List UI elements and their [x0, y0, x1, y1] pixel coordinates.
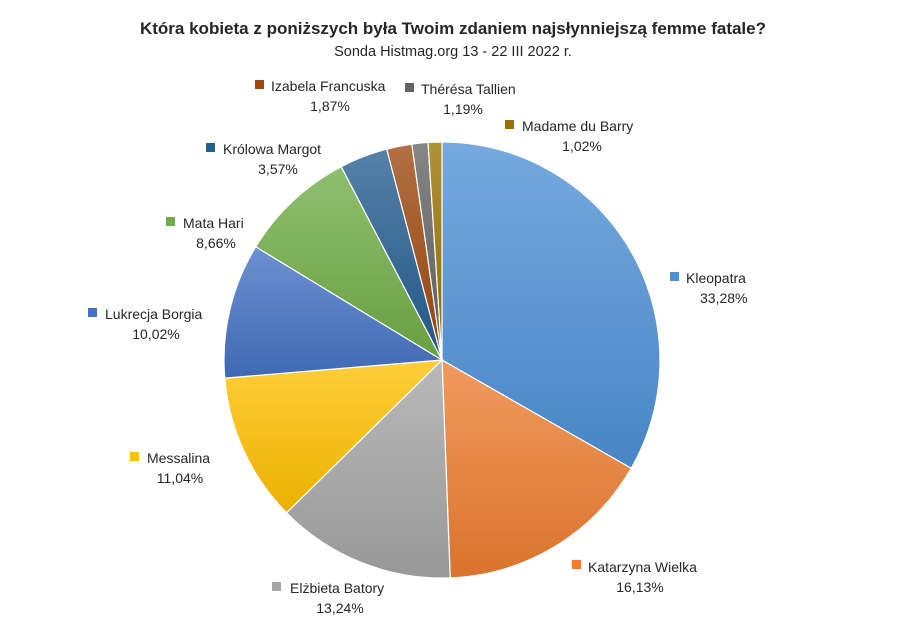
legend-marker-katarzyna-wielka: [572, 560, 581, 569]
chart-title: Która kobieta z poniższych była Twoim zd…: [139, 19, 766, 38]
legend-marker-mata-hari: [166, 217, 175, 226]
slice-name-label: Królowa Margot: [223, 141, 321, 157]
legend-marker-theresa-tallien: [405, 83, 414, 92]
slice-name-label: Messalina: [147, 450, 210, 466]
legend-marker-lukrecja-borgia: [88, 308, 97, 317]
data-label-kleopatra: Kleopatra 33,28%: [670, 270, 747, 306]
data-label-messalina: Messalina 11,04%: [130, 450, 210, 486]
data-label-mata-hari: Mata Hari 8,66%: [166, 215, 244, 251]
data-label-lukrecja-borgia: Lukrecja Borgia 10,02%: [88, 306, 202, 342]
legend-marker-messalina: [130, 452, 139, 461]
data-label-katarzyna-wielka: Katarzyna Wielka 16,13%: [572, 559, 697, 595]
slice-name-label: Elżbieta Batory: [290, 580, 384, 596]
slice-percent-label: 11,04%: [157, 470, 203, 486]
legend-marker-krolowa-margot: [206, 143, 215, 152]
data-label-theresa-tallien: Thérésa Tallien 1,19%: [405, 81, 516, 117]
slice-name-label: Izabela Francuska: [271, 78, 386, 94]
slice-percent-label: 1,19%: [443, 101, 483, 117]
legend-marker-elzbieta-batory: [272, 582, 281, 591]
pie-slice-mata-hari: [254, 165, 444, 362]
pie-slice-messalina: [224, 359, 444, 514]
slice-name-label: Katarzyna Wielka: [588, 559, 697, 575]
slice-name-label: Mata Hari: [183, 215, 244, 231]
data-label-elzbieta-batory: Elżbieta Batory 13,24%: [272, 580, 384, 616]
pie-slice-lukrecja-borgia: [223, 245, 444, 379]
slice-name-label: Lukrecja Borgia: [105, 306, 202, 322]
data-label-madame-du-barry: Madame du Barry 1,02%: [505, 118, 633, 154]
pie-slice-katarzyna-wielka: [441, 358, 633, 579]
slice-name-label: Kleopatra: [686, 270, 746, 286]
data-label-izabela-francuska: Izabela Francuska 1,87%: [255, 78, 386, 114]
data-label-krolowa-margot: Królowa Margot 3,57%: [206, 141, 321, 177]
slice-percent-label: 13,24%: [316, 600, 363, 616]
slice-name-label: Thérésa Tallien: [421, 81, 516, 97]
slice-percent-label: 3,57%: [258, 161, 298, 177]
slice-percent-label: 8,66%: [196, 235, 236, 251]
legend-marker-izabela-francuska: [255, 80, 264, 89]
slice-percent-label: 1,87%: [310, 98, 350, 114]
pie-slice-kleopatra: [441, 141, 661, 470]
slice-percent-label: 1,02%: [562, 138, 602, 154]
chart-subtitle: Sonda Histmag.org 13 - 22 III 2022 r.: [334, 44, 572, 60]
slice-percent-label: 16,13%: [616, 579, 663, 595]
pie-slice-elzbieta-batory: [285, 358, 451, 579]
pie-slice-madame-du-barry: [427, 141, 443, 361]
legend-marker-kleopatra: [670, 272, 679, 281]
slice-percent-label: 33,28%: [700, 290, 747, 306]
slice-name-label: Madame du Barry: [522, 118, 633, 134]
slice-percent-label: 10,02%: [132, 326, 179, 342]
legend-marker-madame-du-barry: [505, 120, 514, 129]
